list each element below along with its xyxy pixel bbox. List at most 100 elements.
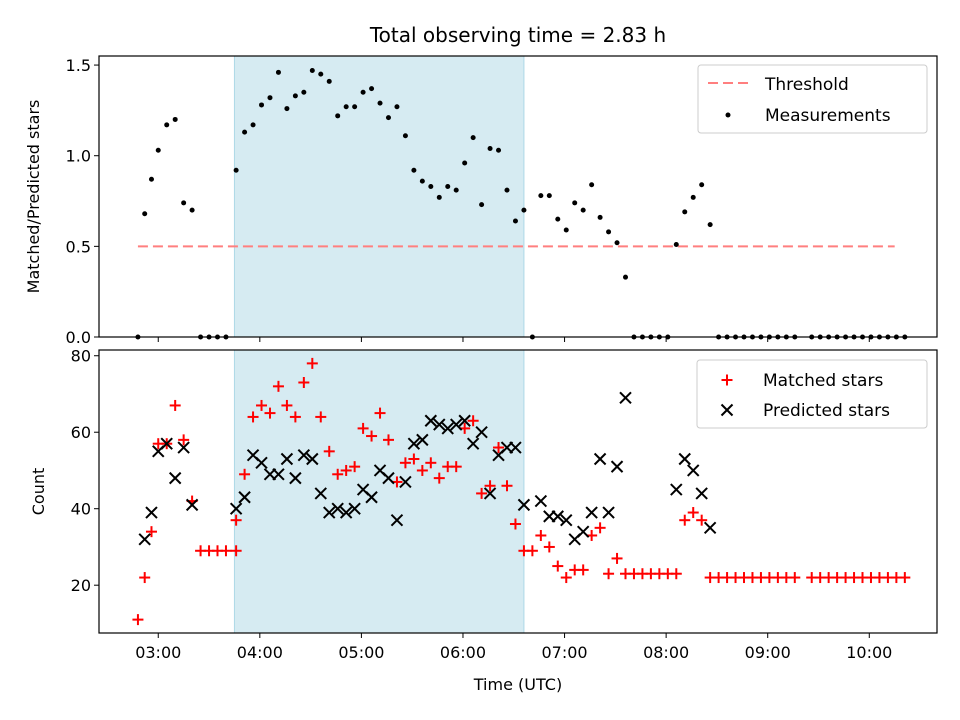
predicted-star-point: [314, 487, 327, 500]
predicted-star-point: [450, 418, 463, 431]
predicted-star-point: [466, 437, 480, 450]
predicted-star-point: [670, 483, 683, 496]
matched-star-point: [349, 461, 361, 473]
predicted-star-point: [348, 502, 361, 515]
predicted-star-point: [168, 471, 182, 485]
matched-star-point: [399, 457, 411, 469]
measurement-point: [555, 216, 561, 222]
measurement-point: [250, 122, 256, 128]
matched-star-point: [543, 541, 555, 553]
matched-star-point: [611, 552, 623, 564]
measurement-point: [275, 69, 281, 75]
predicted-star-point: [238, 491, 251, 504]
matched-star-point: [366, 430, 378, 442]
legend-threshold-label: Threshold: [764, 75, 849, 95]
y-tick-label: 40: [71, 500, 91, 519]
predicted-star-point: [382, 471, 395, 485]
predicted-star-point: [424, 414, 438, 427]
measurement-point: [690, 194, 696, 200]
bottom-axes-frame: [98, 349, 938, 634]
matched-star-point: [687, 507, 699, 519]
matched-star-point: [509, 518, 521, 530]
predicted-star-point: [160, 437, 173, 450]
matched-star-point: [230, 514, 242, 526]
x-tick-label: 06:00: [440, 643, 486, 662]
predicted-star-point: [416, 433, 429, 447]
matched-stars-points: [132, 357, 911, 626]
matched-star-point: [552, 560, 564, 572]
predicted-star-point: [255, 456, 268, 470]
predicted-star-point: [703, 521, 717, 535]
measurement-point: [233, 167, 239, 173]
x-tick-label: 08:00: [643, 643, 689, 662]
matched-star-point: [323, 445, 335, 457]
matched-star-point: [526, 545, 538, 557]
predicted-star-point: [289, 471, 302, 485]
measurement-point: [563, 227, 569, 233]
matched-star-point: [272, 380, 284, 392]
matched-star-point: [169, 399, 181, 411]
y-tick-label: 60: [71, 423, 91, 442]
measurement-point: [580, 207, 586, 213]
predicted-star-point: [585, 506, 598, 519]
predicted-star-point: [576, 525, 590, 538]
matched-star-point: [132, 614, 144, 626]
predicted-stars-points: [138, 391, 717, 546]
matched-star-point: [298, 377, 310, 389]
top-legend: Threshold Measurements: [697, 64, 928, 134]
matched-star-point: [145, 526, 157, 538]
matched-star-point: [560, 572, 572, 584]
top-legend-box: [697, 64, 928, 134]
measurement-point: [462, 160, 468, 166]
measurement-point: [402, 133, 408, 139]
matched-star-point: [332, 468, 344, 480]
x-tick-label: 10:00: [846, 643, 892, 662]
measurement-point: [301, 89, 307, 95]
top-x-axis-ticks: [157, 337, 870, 342]
measurement-point: [682, 209, 688, 215]
predicted-star-point: [145, 506, 158, 519]
measurement-point: [572, 200, 578, 206]
matched-star-point: [374, 407, 386, 419]
chart-title: Total observing time = 2.83 h: [369, 23, 666, 47]
measurement-point: [623, 274, 629, 280]
predicted-star-point: [602, 506, 615, 519]
x-tick-label: 09:00: [745, 643, 791, 662]
predicted-star-point: [695, 487, 708, 500]
legend-matched-swatch: [721, 374, 733, 386]
top-y-axis-label: Matched/Predicted stars: [24, 100, 43, 294]
matched-star-point: [408, 453, 420, 465]
matched-star-point: [281, 399, 293, 411]
matched-star-point: [535, 529, 547, 541]
measurement-point: [538, 193, 544, 199]
matched-star-point: [899, 572, 911, 584]
predicted-star-point: [551, 510, 564, 523]
x-axis-label: Time (UTC): [473, 675, 562, 694]
predicted-star-point: [610, 460, 624, 473]
measurement-point: [242, 129, 248, 135]
predicted-star-point: [185, 498, 199, 512]
measurement-point: [181, 200, 187, 206]
predicted-star-point: [483, 487, 497, 500]
bottom-y-axis-label: Count: [29, 468, 48, 516]
y-tick-label: 0.0: [66, 328, 91, 347]
matched-star-point: [306, 357, 318, 369]
matched-star-point: [289, 411, 301, 423]
measurement-point: [292, 93, 298, 99]
legend-x-marker: [720, 403, 734, 417]
observing-span: [233, 349, 525, 634]
measurement-point: [343, 104, 349, 110]
matched-star-point: [603, 568, 615, 580]
measurement-point: [267, 95, 273, 101]
x-tick-label: 04:00: [237, 643, 283, 662]
matched-star-point: [230, 545, 242, 557]
predicted-star-point: [619, 391, 632, 405]
measurement-point: [436, 194, 442, 200]
predicted-star-point: [339, 506, 353, 519]
matched-star-point: [425, 457, 437, 469]
legend-measurements-swatch: [725, 112, 731, 118]
predicted-star-point: [323, 506, 336, 519]
y-tick-label: 0.5: [66, 237, 91, 256]
measurement-point: [512, 218, 518, 224]
matched-star-point: [493, 442, 505, 454]
